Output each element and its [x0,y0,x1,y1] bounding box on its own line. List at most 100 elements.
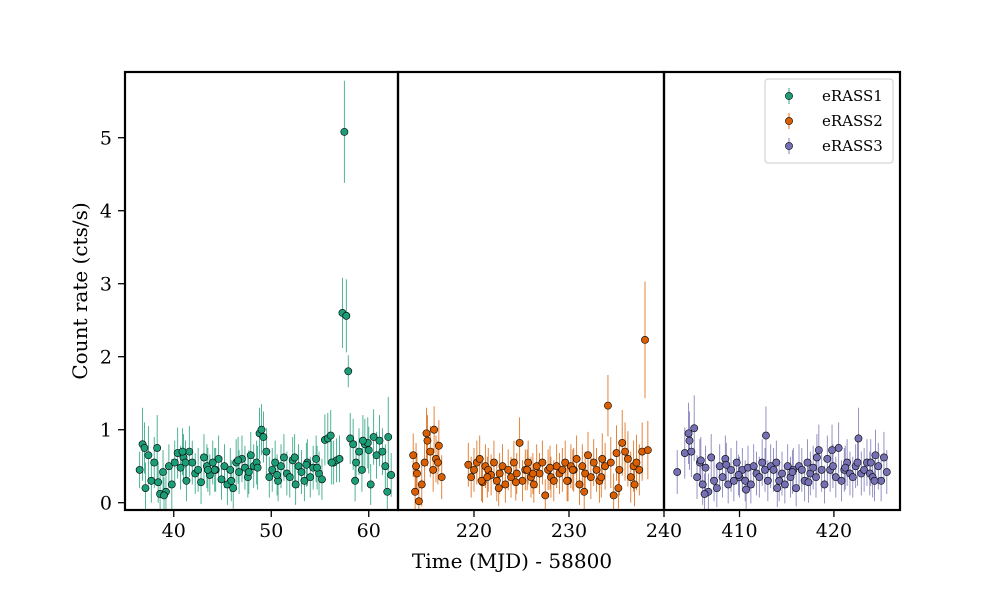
eRASS2-data-point [532,462,541,471]
eRASS3-data-point [746,480,755,489]
eRASS2-data-point [575,480,584,489]
eRASS3-data-point [854,434,863,443]
eRASS2-data-point [606,458,615,467]
eRASS1-data-point [327,458,336,467]
x-tick-label: 220 [456,520,492,542]
eRASS3-data-point [749,462,758,471]
eRASS3-data-point [792,484,801,492]
eRASS3-data-point [700,490,709,498]
eRASS3-data-point [804,478,813,487]
eRASS1-data-point [188,458,197,467]
eRASS1-data-point [280,453,288,462]
eRASS1-data-point [277,462,285,471]
eRASS1-data-point [318,475,326,484]
eRASS2-data-point [589,458,598,467]
eRASS1-data-point [244,468,253,476]
eRASS2-data-point [429,465,438,474]
panel-frame [662,70,902,512]
eRASS3-data-point [837,476,846,485]
eRASS1-data-point [182,476,191,485]
x-tick-label: 40 [162,520,186,542]
eRASS2-data-point [515,438,524,447]
y-tick-label: 1 [100,420,112,442]
eRASS3-data-point [853,458,862,467]
eRASS1-data-point [306,473,315,482]
eRASS1-data-point [335,454,344,463]
eRASS1-data-point [227,476,236,485]
eRASS1-data-point [203,465,212,474]
eRASS1-data-point [147,476,156,485]
eRASS2-data-point [630,480,639,489]
eRASS2-data-point [601,462,609,471]
eRASS3-data-point [734,471,743,479]
eRASS2-data-point [546,463,554,472]
eRASS1-data-point [154,478,163,487]
eRASS1-data-point [150,458,159,467]
eRASS1-data-point [285,473,294,482]
eRASS1-data-point [312,454,320,463]
eRASS2-data-point [529,469,537,478]
x-axis-title: Time (MJD) - 58800 [412,549,612,573]
eRASS1-data-point [349,440,358,449]
eRASS1-data-point [265,473,274,482]
eRASS3-data-point [741,476,750,485]
x-tick-label: 230 [551,520,587,542]
eRASS1-data-point [352,458,360,467]
eRASS3-data-point [780,480,789,489]
eRASS1-data-point [262,447,271,456]
y-tick-label: 2 [100,347,112,369]
eRASS2-data-point [470,465,478,474]
eRASS3-data-point [813,453,821,462]
panels-layer: 40 50 60 220 230 240 410 420 [135,80,891,542]
eRASS2-data-point [586,473,595,482]
eRASS3-data-point [758,458,767,467]
eRASS1-data-point [144,451,153,460]
eRASS1-data-point [176,463,185,472]
eRASS2-data-point [413,469,421,478]
eRASS2-data-point [504,465,513,474]
eRASS3-data-point [814,446,823,455]
eRASS3-data-point [698,480,707,489]
eRASS2-data-point [464,460,473,469]
eRASS2-data-point [501,480,510,489]
eRASS1-data-point [235,468,243,476]
eRASS2-data-point [632,458,641,467]
eRASS3-data-point [797,465,806,474]
eRASS1-data-point [246,451,255,460]
eRASS1-data-point [366,480,375,489]
legend: eRASS1 eRASS2 eRASS3 [764,78,894,164]
eRASS2-data-point [467,473,476,482]
x-tick-label: 50 [259,520,283,542]
eRASS1-data-point [355,447,363,456]
eRASS1-data-point [381,462,390,471]
eRASS2-data-point [578,462,587,471]
eRASS3-data-point [809,463,818,472]
eRASS2-data-point [621,447,629,456]
eRASS2-data-point [641,336,649,344]
panel-eRASS1-series [135,80,396,510]
eRASS3-data-point [882,468,891,476]
eRASS3-data-point [871,451,880,460]
eRASS2-data-point [535,469,544,478]
y-tick-label: 0 [100,493,112,515]
panel-eRASS3-series [673,395,891,510]
eRASS2-data-point [412,462,420,471]
eRASS1-data-point [340,127,349,136]
eRASS3-data-point [803,458,812,467]
eRASS1-data-point [234,456,242,465]
eRASS3-data-point [729,476,738,485]
eRASS1-data-point [194,465,203,474]
eRASS3-data-point [783,462,792,471]
eRASS1-data-point [167,480,176,489]
eRASS1-data-point [200,453,208,462]
eRASS2-data-point [635,465,644,474]
eRASS3-data-point [778,469,786,478]
eRASS3-data-point [860,465,869,474]
eRASS2-data-point [541,491,550,500]
eRASS1-data-point [197,478,205,487]
eRASS2-data-point [507,473,515,482]
eRASS3-data-point [870,476,879,485]
eRASS3-data-point [788,468,797,476]
eRASS1-data-point [268,465,277,474]
